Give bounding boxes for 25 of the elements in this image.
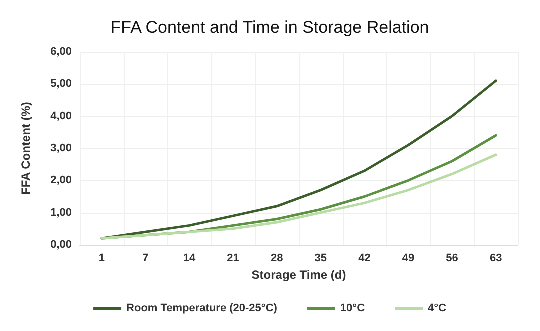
x-tick-label: 42 (358, 252, 371, 264)
y-axis-title: FFA Content (%) (19, 102, 33, 195)
x-tick-label: 35 (314, 252, 328, 264)
x-tick-label: 21 (227, 252, 240, 264)
y-tick-label: 4,00 (50, 110, 72, 122)
legend-label: 4°C (428, 302, 447, 314)
x-axis-title: Storage Time (d) (252, 268, 346, 282)
y-tick-label: 2,00 (50, 174, 72, 187)
line-series (100, 80, 498, 240)
x-tick-label: 63 (490, 252, 502, 264)
legend-label: Room Temperature (20-25°C) (126, 302, 278, 314)
y-tick-label: 0,00 (50, 239, 72, 251)
y-tick-label: 1,00 (50, 206, 72, 219)
chart-title: FFA Content and Time in Storage Relation (110, 18, 430, 37)
legend-label: 10°C (340, 302, 366, 314)
x-tick-label: 49 (402, 252, 415, 264)
y-tick-label: 5,00 (50, 78, 72, 90)
x-tick-label: 1 (98, 252, 105, 264)
x-tick-label: 14 (183, 252, 196, 264)
line-series (100, 154, 498, 240)
y-tick-label: 3,00 (50, 142, 72, 154)
x-tick-label: 7 (142, 252, 149, 264)
x-tick-label: 28 (270, 252, 284, 264)
y-tick-label: 6,00 (50, 46, 72, 58)
x-tick-label: 56 (446, 252, 458, 264)
